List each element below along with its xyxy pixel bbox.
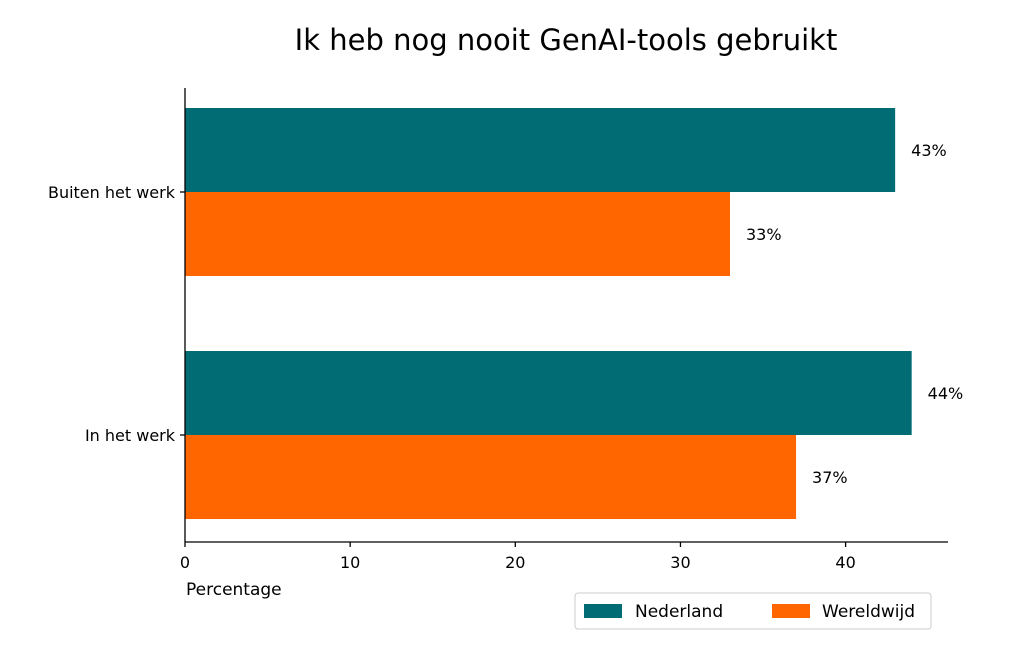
value-label-buiten-het-werk-wereldwijd: 33% [746, 225, 782, 244]
legend-label-nederland: Nederland [635, 602, 723, 622]
bar-in-het-werk-wereldwijd [185, 435, 797, 519]
x-tick-label-30: 30 [670, 553, 690, 572]
x-axis-ticks: 0 10 20 30 40 [180, 542, 856, 572]
value-label-in-het-werk-wereldwijd: 37% [812, 468, 848, 487]
legend-swatch-wereldwijd [772, 604, 810, 618]
value-labels-group: 43% 33% 44% 37% [746, 141, 963, 487]
bars-group [185, 108, 912, 519]
legend: Nederland Wereldwijd [574, 592, 932, 630]
x-tick-label-20: 20 [505, 553, 525, 572]
bar-buiten-het-werk-wereldwijd [185, 192, 730, 276]
y-tick-label-buiten-het-werk: Buiten het werk [48, 183, 176, 202]
legend-frame [574, 592, 932, 630]
bar-in-het-werk-nederland [185, 351, 912, 435]
x-tick-label-10: 10 [340, 553, 360, 572]
legend-label-wereldwijd: Wereldwijd [822, 602, 915, 622]
x-axis-label: Percentage [186, 580, 282, 600]
value-label-buiten-het-werk-nederland: 43% [911, 141, 947, 160]
y-tick-label-in-het-werk: In het werk [85, 426, 176, 445]
x-tick-label-40: 40 [835, 553, 855, 572]
value-label-in-het-werk-nederland: 44% [928, 384, 964, 403]
chart-title: Ik heb nog nooit GenAI-tools gebruikt [295, 23, 838, 57]
y-axis-ticks: Buiten het werk In het werk [48, 183, 185, 445]
x-tick-label-0: 0 [180, 553, 190, 572]
legend-swatch-nederland [584, 604, 622, 618]
bar-buiten-het-werk-nederland [185, 108, 896, 192]
